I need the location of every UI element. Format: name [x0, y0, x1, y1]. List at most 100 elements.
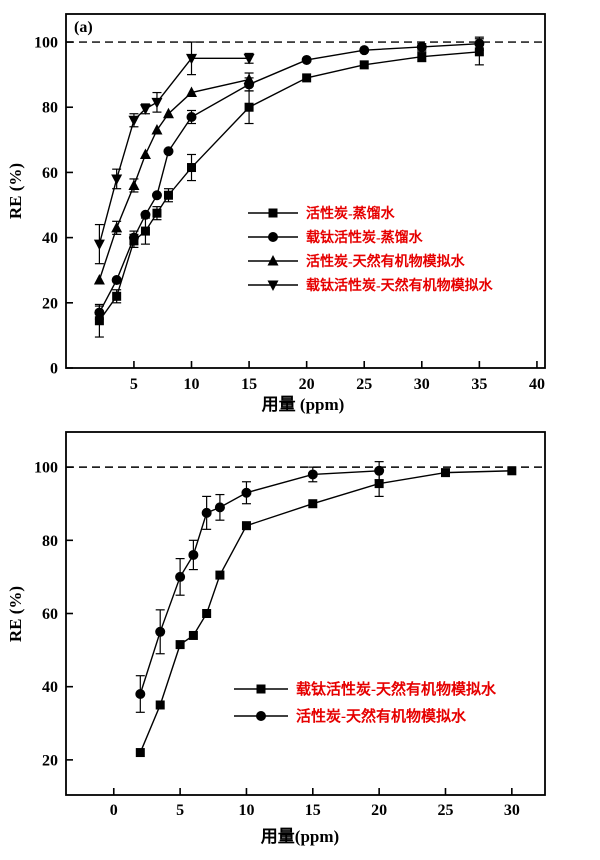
data-point-circle	[301, 54, 312, 65]
y-axis-title: RE (%)	[6, 163, 25, 219]
data-point-square	[417, 52, 427, 62]
data-point-square	[112, 291, 122, 301]
legend-marker-triangle-up	[267, 255, 279, 266]
series-circle	[94, 36, 485, 320]
y-tick-label: 20	[42, 295, 58, 312]
legend-marker-square	[256, 684, 266, 694]
legend-item: 载钛活性炭-蒸馏水	[248, 229, 424, 246]
data-point-triangle-down	[139, 104, 151, 115]
data-point-square	[474, 47, 484, 57]
y-tick-label: 100	[34, 460, 58, 477]
y-axis-title: RE (%)	[6, 586, 25, 642]
data-point-triangle-down	[111, 174, 123, 185]
y-tick-label: 60	[42, 606, 58, 623]
x-tick-label: 30	[414, 376, 430, 393]
data-point-circle	[186, 112, 197, 123]
data-point-square	[140, 226, 150, 236]
series-triangle-down	[93, 41, 255, 265]
y-tick-label: 100	[34, 35, 58, 52]
data-point-triangle-up	[111, 221, 123, 233]
series-circle	[135, 461, 385, 713]
data-point-square	[135, 748, 145, 758]
x-axis-title: 用量 (ppm)	[262, 394, 345, 414]
data-point-square	[202, 609, 212, 618]
data-point-circle	[416, 41, 427, 52]
data-point-circle	[151, 190, 162, 201]
data-point-circle	[201, 507, 212, 518]
data-point-circle	[128, 232, 139, 243]
data-point-square	[302, 73, 312, 83]
data-point-square	[188, 630, 198, 640]
x-tick-label: 20	[371, 802, 387, 819]
series-line	[139, 470, 380, 695]
legend-label: 活性炭-天然有机物模拟水	[306, 253, 466, 270]
legend: 活性炭-蒸馏水载钛活性炭-蒸馏水活性炭-天然有机物模拟水载钛活性炭-天然有机物模…	[248, 205, 494, 294]
y-tick-label: 80	[42, 533, 58, 550]
legend-marker-square	[268, 208, 278, 218]
data-point-circle	[307, 469, 318, 480]
x-tick-label: 25	[356, 376, 372, 393]
data-point-triangle-up	[151, 124, 163, 135]
data-point-square	[440, 468, 450, 478]
x-tick-label: 15	[241, 376, 257, 393]
data-point-square	[155, 700, 165, 710]
x-axis-title: 用量(ppm)	[261, 826, 339, 846]
data-point-circle	[140, 209, 151, 220]
x-tick-label: 20	[299, 376, 315, 393]
y-tick-label: 80	[42, 100, 58, 117]
y-tick-label: 0	[50, 361, 58, 378]
legend-item: 活性炭-天然有机物模拟水	[248, 253, 466, 270]
legend-label: 载钛活性炭-天然有机物模拟水	[306, 277, 494, 294]
legend-item: 活性炭-蒸馏水	[248, 205, 396, 222]
legend-item: 载钛活性炭-天然有机物模拟水	[248, 277, 494, 294]
data-point-circle	[374, 465, 385, 476]
data-point-square	[152, 208, 162, 218]
data-point-square	[374, 479, 384, 489]
x-tick-label: 10	[184, 376, 200, 393]
data-point-triangle-up	[243, 73, 255, 85]
data-point-triangle-up	[139, 148, 151, 159]
x-tick-label: 40	[529, 376, 545, 393]
data-point-circle	[214, 502, 225, 513]
y-tick-label: 40	[42, 679, 58, 696]
legend-label: 活性炭-蒸馏水	[306, 205, 396, 222]
data-point-circle	[94, 307, 105, 318]
plot-frame	[65, 431, 546, 796]
y-tick-label: 20	[42, 752, 58, 769]
data-point-circle	[155, 626, 166, 637]
legend-label: 载钛活性炭-天然有机物模拟水	[296, 680, 497, 698]
data-point-square	[94, 316, 104, 326]
legend-marker-circle	[268, 232, 278, 242]
plot-frame	[65, 13, 546, 369]
data-point-triangle-down	[243, 53, 255, 65]
data-point-circle	[474, 38, 485, 49]
data-point-triangle-up	[128, 179, 140, 190]
chart-panel-top: 5 10 15 20 25 30 35 40 0 20 40 60 80 100 用量 (ppm) RE (%…	[6, 13, 546, 414]
data-point-triangle-down	[186, 53, 198, 65]
x-axis-ticks: 0 5 10 15 20 25 30	[110, 788, 520, 819]
y-axis-ticks: 20 40 60 80 100	[34, 460, 73, 769]
data-point-circle	[135, 689, 146, 700]
legend-marker-triangle-down	[267, 280, 279, 291]
legend-label: 载钛活性炭-蒸馏水	[306, 229, 424, 246]
x-axis-ticks: 5 10 15 20 25 30 35 40	[130, 361, 545, 393]
legend-label: 活性炭-天然有机物模拟水	[296, 707, 467, 725]
data-point-square	[308, 499, 318, 509]
series-line	[98, 51, 480, 322]
data-point-square	[187, 163, 197, 173]
data-point-circle	[241, 487, 252, 498]
data-point-square	[244, 102, 254, 112]
x-tick-label: 30	[504, 802, 520, 819]
data-point-circle	[111, 274, 122, 285]
x-tick-label: 5	[130, 376, 138, 393]
series-triangle-up	[93, 72, 255, 285]
x-tick-label: 10	[238, 802, 254, 819]
series-line	[98, 42, 480, 313]
data-point-square	[215, 570, 225, 580]
data-point-circle	[359, 45, 370, 56]
series-line	[98, 78, 250, 281]
